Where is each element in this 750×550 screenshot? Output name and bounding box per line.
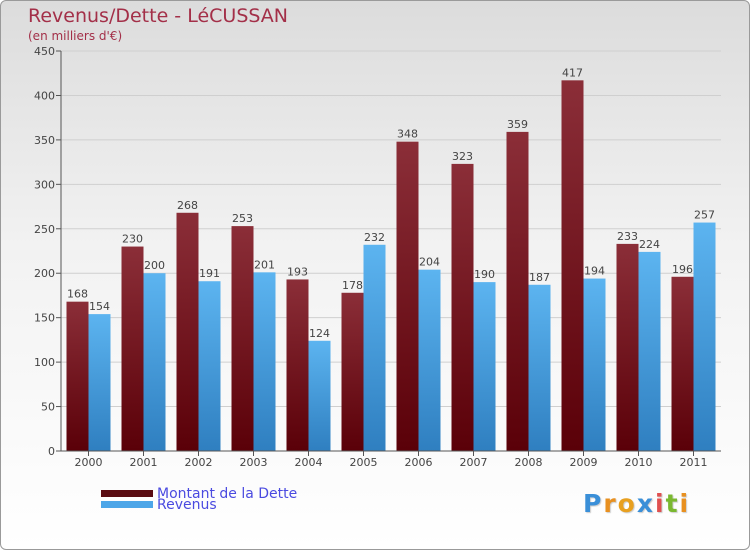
- bar-debt: [396, 141, 419, 451]
- data-label: 230: [122, 233, 143, 246]
- bar-revenus: [693, 222, 716, 451]
- data-label: 201: [254, 258, 275, 271]
- x-tick-label: 2006: [405, 456, 433, 469]
- data-label: 204: [419, 256, 440, 269]
- data-label: 268: [177, 199, 198, 212]
- y-tick-label: 50: [41, 401, 55, 414]
- y-tick-label: 200: [34, 267, 55, 280]
- data-label: 257: [694, 209, 715, 222]
- bar-debt: [286, 279, 309, 451]
- data-label: 178: [342, 279, 363, 292]
- bar-debt: [66, 301, 89, 451]
- legend-swatch-revenus: [101, 501, 153, 508]
- data-label: 196: [672, 263, 693, 276]
- data-label: 233: [617, 230, 638, 243]
- y-tick-label: 100: [34, 356, 55, 369]
- data-label: 194: [584, 265, 605, 278]
- bars-group: [66, 80, 716, 451]
- data-label: 253: [232, 212, 253, 225]
- bar-revenus: [528, 284, 551, 451]
- legend-swatch-debt: [101, 490, 153, 497]
- bar-revenus: [88, 314, 111, 451]
- bar-revenus: [583, 278, 606, 451]
- logo-letter: x: [636, 489, 655, 518]
- data-label: 417: [562, 66, 583, 79]
- proxiti-logo: Proxiti: [583, 489, 690, 518]
- x-tick-label: 2007: [460, 456, 488, 469]
- x-tick-label: 2003: [240, 456, 268, 469]
- bar-revenus: [418, 269, 441, 451]
- logo-letter: i: [679, 489, 691, 518]
- data-label: 200: [144, 259, 165, 272]
- x-tick-label: 2005: [350, 456, 378, 469]
- y-tick-label: 250: [34, 223, 55, 236]
- legend-label-revenus: Revenus: [157, 497, 217, 513]
- y-tick-label: 0: [48, 445, 55, 458]
- bar-debt: [231, 226, 254, 451]
- bar-revenus: [143, 273, 166, 451]
- logo-letter: P: [583, 489, 604, 518]
- x-tick-label: 2001: [130, 456, 158, 469]
- bar-revenus: [638, 251, 661, 451]
- data-label: 359: [507, 118, 528, 131]
- x-tick-label: 2010: [625, 456, 653, 469]
- x-tick-label: 2002: [185, 456, 213, 469]
- chart-title: Revenus/Dette - LéCUSSAN: [28, 5, 288, 27]
- grid-lines: [61, 50, 721, 408]
- bar-debt: [341, 292, 364, 451]
- y-tick-label: 300: [34, 178, 55, 191]
- y-tick-label: 350: [34, 134, 55, 147]
- bar-debt: [616, 243, 639, 451]
- data-label: 232: [364, 231, 385, 244]
- bar-debt: [561, 80, 584, 451]
- x-tick-label: 2011: [680, 456, 708, 469]
- x-tick-label: 2000: [75, 456, 103, 469]
- bar-debt: [121, 246, 144, 451]
- data-label: 168: [67, 288, 88, 301]
- chart-subtitle: (en milliers d'€): [28, 29, 123, 43]
- data-label: 348: [397, 128, 418, 141]
- y-tick-label: 450: [34, 45, 55, 58]
- logo-letter: r: [603, 489, 618, 518]
- data-label: 191: [199, 267, 220, 280]
- bar-revenus: [363, 244, 386, 451]
- bar-debt: [451, 163, 474, 451]
- bar-debt: [671, 276, 694, 451]
- data-label: 124: [309, 327, 330, 340]
- logo-letter: o: [617, 489, 637, 518]
- bar-revenus: [308, 340, 331, 451]
- axes-group: [56, 50, 721, 456]
- bar-revenus: [253, 272, 276, 451]
- data-label: 193: [287, 265, 308, 278]
- data-label: 154: [89, 300, 110, 313]
- data-label: 187: [529, 271, 550, 284]
- bar-debt: [176, 212, 199, 451]
- bar-revenus: [473, 282, 496, 451]
- legend-label-debt: Montant de la Dette: [157, 486, 298, 502]
- data-label: 224: [639, 238, 660, 251]
- logo-letter: t: [665, 489, 680, 518]
- x-tick-label: 2008: [515, 456, 543, 469]
- logo-letter: i: [655, 489, 666, 518]
- x-tick-label: 2004: [295, 456, 323, 469]
- bar-revenus: [198, 281, 221, 451]
- y-tick-label: 150: [34, 312, 55, 325]
- x-tick-label: 2009: [570, 456, 598, 469]
- data-label: 190: [474, 268, 495, 281]
- data-label: 323: [452, 150, 473, 163]
- bar-debt: [506, 131, 529, 451]
- y-tick-label: 400: [34, 89, 55, 102]
